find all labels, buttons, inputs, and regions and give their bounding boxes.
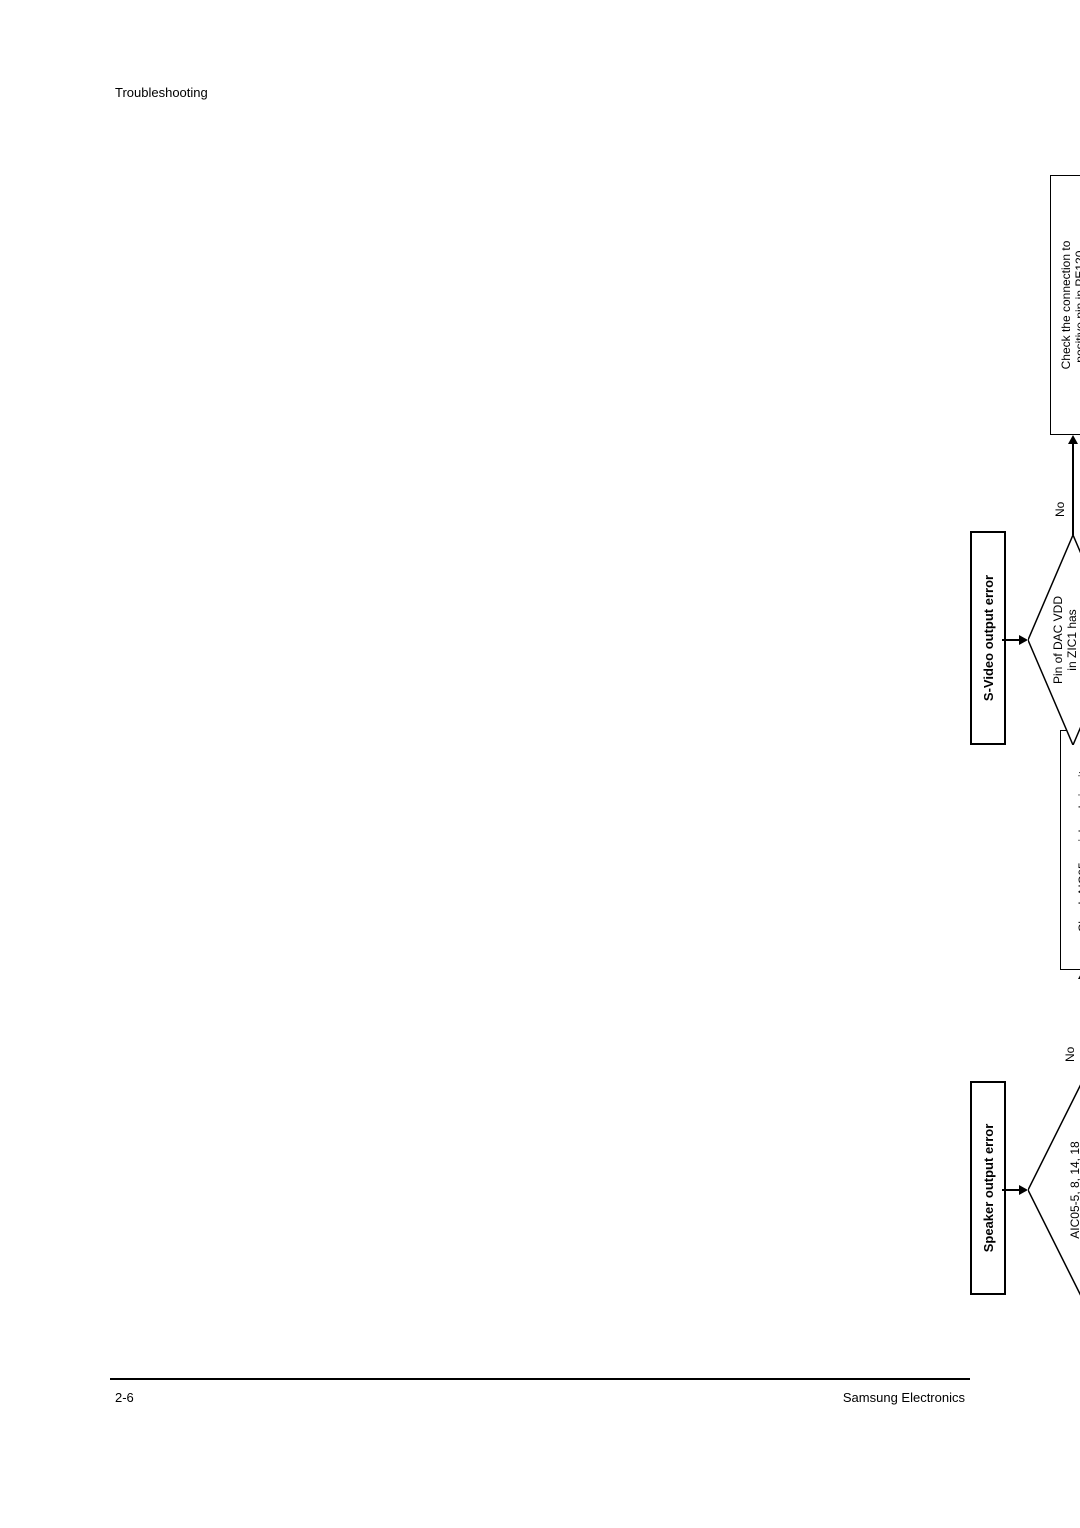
svideo-no-label-0: No: [1053, 502, 1067, 517]
page-header: Troubleshooting: [115, 85, 208, 100]
speaker-decision-0: AIC05-5, 8, 14, 18output is normal?: [1028, 1080, 1080, 1300]
svideo-no-arrow-0: [1072, 443, 1074, 535]
speaker-action-0: Check AIC05 peripheral circuit.: [1060, 730, 1080, 970]
footer-page-number: 2-6: [115, 1390, 134, 1405]
footer-company: Samsung Electronics: [843, 1390, 965, 1405]
svideo-decision-0: Pin of DAC VDDin ZIC1 hasnormal level?: [1028, 535, 1080, 745]
svideo-title: S-Video output error: [970, 531, 1006, 745]
speaker-arrow-start-head: [1019, 1185, 1028, 1195]
speaker-arrow-start: [1002, 1189, 1020, 1191]
svideo-arrow-start: [1002, 639, 1020, 641]
footer-divider: [110, 1378, 970, 1380]
svideo-arrow-start-head: [1019, 635, 1028, 645]
speaker-title: Speaker output error: [970, 1081, 1006, 1295]
svideo-action-0: Check the connection topositive pin in P…: [1050, 175, 1080, 435]
svideo-decision-0-text: Pin of DAC VDDin ZIC1 hasnormal level?: [1028, 535, 1080, 745]
svideo-no-arrow-0-head: [1068, 435, 1078, 444]
speaker-decision-0-text: AIC05-5, 8, 14, 18output is normal?: [1028, 1080, 1080, 1300]
speaker-no-label-0: No: [1063, 1047, 1077, 1062]
